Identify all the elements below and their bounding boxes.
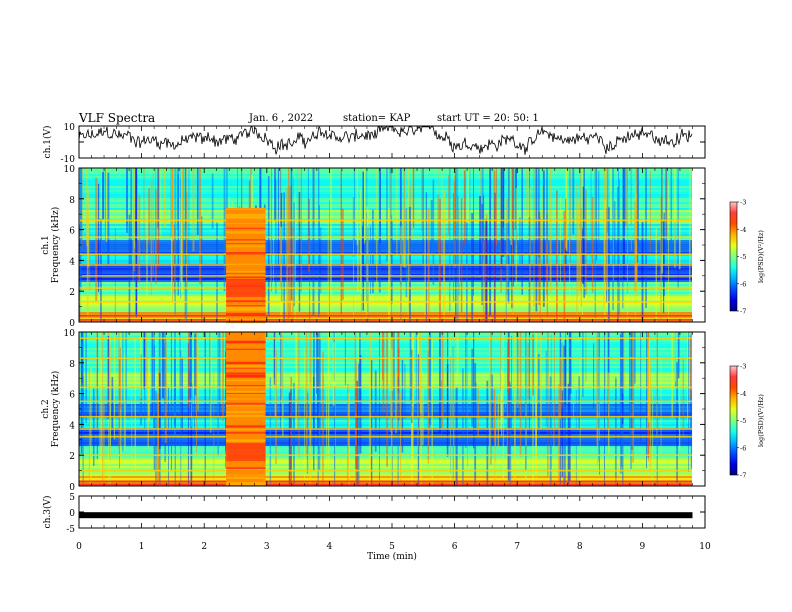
ch2-spectrogram-ylabel: Frequency (kHz): [50, 371, 61, 448]
ch2-spectrogram-ytick-label: 8: [69, 360, 75, 370]
x-tick-label: 3: [264, 542, 270, 552]
x-tick-label: 6: [452, 542, 458, 552]
ch1-spectrogram-ytick-label: 8: [69, 196, 75, 206]
ch2-spectrogram-colorbar-tick-label: -3: [740, 363, 746, 371]
ch3-ytick-label: 5: [69, 493, 75, 503]
chart-title: VLF Spectra: [79, 111, 156, 125]
ch1-spectrogram-ylabel: Frequency (kHz): [50, 207, 61, 284]
ch1-spectrogram-ytick-label: 6: [69, 227, 75, 237]
x-tick-label: 2: [201, 542, 207, 552]
ch1-spectrogram-ytick-label: 4: [69, 257, 75, 267]
ch2-spectrogram-ytick-label: 2: [69, 452, 75, 462]
ch1-spectrogram-ytick-label: 2: [69, 288, 75, 298]
ch2-spectrogram-colorbar-tick-label: -5: [740, 417, 746, 425]
ch2-spectrogram-ylabel-channel: ch.2: [41, 399, 51, 418]
ch1-spectrogram-colorbar-tick-label: -3: [740, 199, 746, 207]
ch1-spectrogram-colorbar: [729, 201, 738, 312]
ch1-spectrogram-colorbar-label: log(PSD)(V²/Hz): [757, 230, 765, 283]
ch1-waveform-line: [78, 125, 693, 155]
ch3-ytick-label: 0: [69, 509, 75, 519]
ch2-spectrogram-ytick-label: 6: [69, 391, 75, 401]
ch3-waveform-line: [79, 512, 693, 519]
start-time-label: start UT = 20: 50: 1: [437, 113, 539, 124]
x-tick-label: 9: [640, 542, 646, 552]
ch2-spectrogram-colorbar: [729, 365, 738, 476]
ch1-spectrogram-colorbar-tick-label: -4: [740, 226, 746, 234]
ch1-spectrogram-ytick-label: 10: [64, 165, 76, 175]
ch1-spectrogram-colorbar-tick-label: -5: [740, 253, 746, 261]
x-tick-label: 0: [76, 542, 82, 552]
ch2-spectrogram-ytick-label: 0: [69, 483, 75, 493]
ch2-spectrogram-colorbar-tick-label: -7: [740, 472, 746, 480]
ch3-waveform-frame: [78, 495, 706, 529]
station-label: station= KAP: [343, 113, 411, 124]
date-label: Jan. 6 , 2022: [249, 113, 314, 124]
ch1-spectrogram-image: [79, 168, 692, 324]
ch2-spectrogram-colorbar-label: log(PSD)(V²/Hz): [757, 394, 765, 447]
x-tick-label: 1: [139, 542, 145, 552]
ch2-spectrogram-colorbar-tick-label: -4: [740, 390, 746, 398]
x-tick-label: 4: [327, 542, 333, 552]
ch1-spectrogram-ytick-label: 0: [69, 319, 75, 329]
ch2-spectrogram-image: [79, 332, 693, 487]
ch2-spectrogram-colorbar-tick-label: -6: [740, 444, 746, 452]
ch1-waveform-frame: [78, 125, 706, 159]
ch2-spectrogram-ytick-label: 4: [69, 421, 75, 431]
ch1-ylabel: ch.1(V): [42, 126, 53, 159]
ch3-ylabel: ch.3(V): [42, 496, 53, 529]
x-tick-label: 7: [514, 542, 520, 552]
ch1-ytick-label: -10: [61, 155, 76, 165]
x-axis-label: Time (min): [367, 551, 417, 562]
ch3-ytick-label: -5: [66, 525, 75, 535]
x-tick-label: 8: [577, 542, 583, 552]
ch1-spectrogram-ylabel-channel: ch.1: [41, 235, 51, 254]
ch1-ytick-label: 10: [64, 123, 76, 133]
x-tick-label: 5: [389, 542, 395, 552]
ch1-spectrogram-colorbar-tick-label: -7: [740, 308, 746, 316]
ch1-spectrogram-colorbar-tick-label: -6: [740, 280, 746, 288]
x-tick-label: 10: [699, 542, 711, 552]
ch2-spectrogram-ytick-label: 10: [64, 329, 76, 339]
